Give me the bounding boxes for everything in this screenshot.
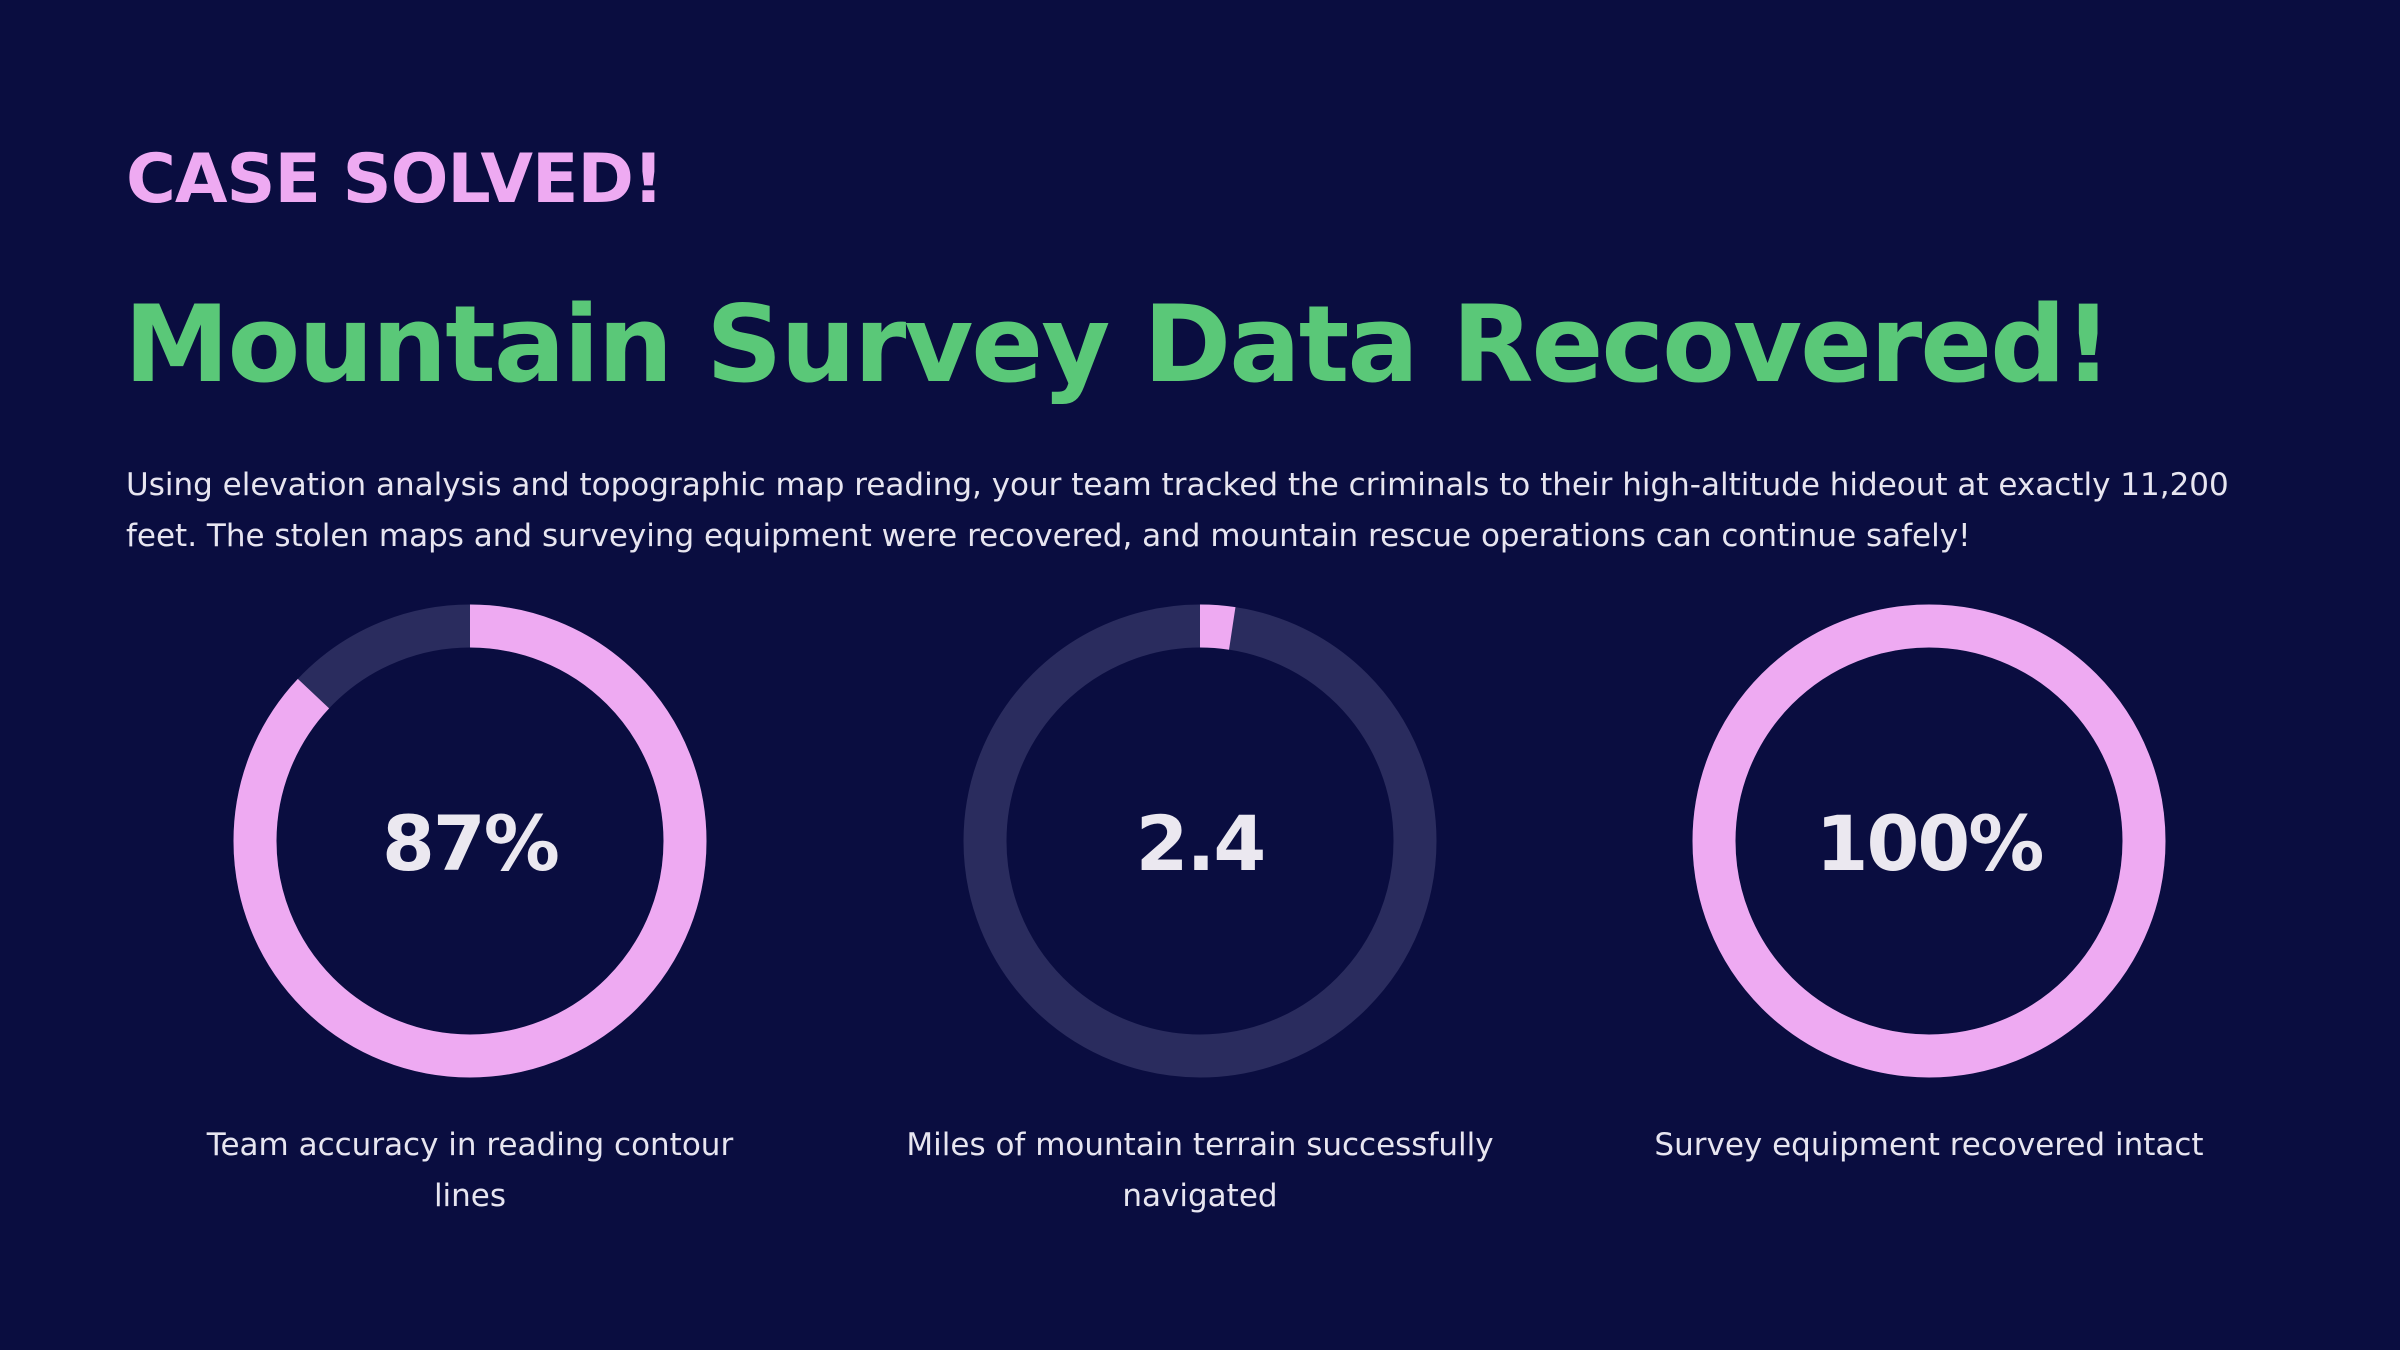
- miles-value: 2.4: [1135, 799, 1267, 888]
- stat-accuracy: 87% Team accuracy in reading contour lin…: [130, 604, 810, 1244]
- case-status-heading: CASE SOLVED!: [126, 140, 664, 219]
- miles-ring-fill: [963, 604, 1437, 1078]
- accuracy-value: 87%: [382, 799, 560, 888]
- miles-progress-ring: [963, 604, 1437, 1078]
- accuracy-progress-ring: [233, 604, 707, 1078]
- intro-paragraph: Using elevation analysis and topographic…: [126, 467, 2229, 554]
- stat-equipment: 100% Survey equipment recovered intact: [1589, 604, 2269, 1244]
- accuracy-label: Team accuracy in reading contour lines: [206, 1127, 734, 1214]
- accuracy-ring-fill: [233, 604, 707, 1078]
- slide-title: Mountain Survey Data Recovered!: [124, 283, 2112, 406]
- equipment-label: Survey equipment recovered intact: [1654, 1127, 2204, 1163]
- stat-miles: 2.4 Miles of mountain terrain successful…: [860, 604, 1540, 1244]
- equipment-ring-fill: [1692, 604, 2166, 1078]
- equipment-value: 100%: [1815, 799, 2045, 888]
- equipment-progress-ring: [1692, 604, 2166, 1078]
- miles-label: Miles of mountain terrain successfully n…: [906, 1127, 1494, 1214]
